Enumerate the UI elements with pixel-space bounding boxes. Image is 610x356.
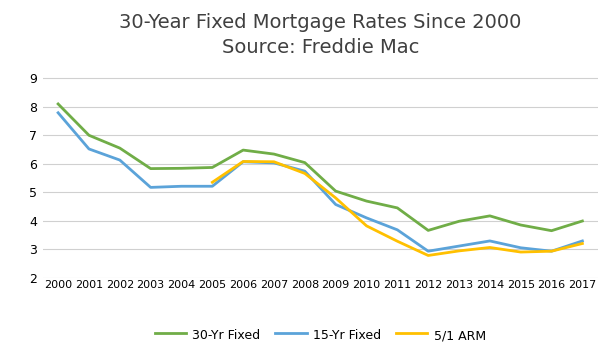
5/1 ARM — [425, 253, 432, 258]
5/1 ARM — [240, 159, 247, 164]
15-Yr Fixed — [363, 216, 370, 220]
30-Yr Fixed — [332, 189, 339, 193]
30-Yr Fixed — [240, 148, 247, 152]
5/1 ARM — [517, 250, 525, 254]
30-Yr Fixed — [54, 102, 62, 106]
Title: 30-Year Fixed Mortgage Rates Since 2000
Source: Freddie Mac: 30-Year Fixed Mortgage Rates Since 2000 … — [119, 13, 522, 57]
15-Yr Fixed — [332, 202, 339, 206]
5/1 ARM — [332, 196, 339, 200]
15-Yr Fixed — [425, 249, 432, 253]
Line: 15-Yr Fixed: 15-Yr Fixed — [58, 113, 583, 251]
30-Yr Fixed — [425, 228, 432, 232]
30-Yr Fixed — [393, 206, 401, 210]
30-Yr Fixed — [178, 166, 185, 171]
5/1 ARM — [363, 224, 370, 228]
15-Yr Fixed — [486, 239, 493, 243]
30-Yr Fixed — [85, 133, 93, 137]
15-Yr Fixed — [147, 185, 154, 189]
15-Yr Fixed — [116, 158, 123, 162]
30-Yr Fixed — [270, 152, 278, 156]
30-Yr Fixed — [363, 199, 370, 203]
30-Yr Fixed — [147, 167, 154, 171]
Line: 30-Yr Fixed: 30-Yr Fixed — [58, 104, 583, 231]
15-Yr Fixed — [54, 111, 62, 115]
15-Yr Fixed — [393, 228, 401, 232]
Line: 5/1 ARM: 5/1 ARM — [212, 162, 583, 256]
30-Yr Fixed — [301, 161, 309, 165]
Legend: 30-Yr Fixed, 15-Yr Fixed, 5/1 ARM: 30-Yr Fixed, 15-Yr Fixed, 5/1 ARM — [150, 323, 490, 347]
5/1 ARM — [579, 241, 586, 246]
30-Yr Fixed — [209, 165, 216, 169]
30-Yr Fixed — [486, 214, 493, 218]
15-Yr Fixed — [548, 249, 555, 253]
30-Yr Fixed — [517, 223, 525, 227]
15-Yr Fixed — [85, 147, 93, 151]
5/1 ARM — [393, 239, 401, 244]
15-Yr Fixed — [178, 184, 185, 188]
30-Yr Fixed — [548, 229, 555, 233]
5/1 ARM — [486, 245, 493, 250]
15-Yr Fixed — [270, 161, 278, 165]
5/1 ARM — [455, 249, 462, 253]
5/1 ARM — [209, 180, 216, 184]
15-Yr Fixed — [301, 169, 309, 173]
15-Yr Fixed — [209, 184, 216, 188]
30-Yr Fixed — [579, 219, 586, 223]
15-Yr Fixed — [517, 246, 525, 250]
30-Yr Fixed — [455, 219, 462, 224]
15-Yr Fixed — [455, 244, 462, 248]
30-Yr Fixed — [116, 146, 123, 150]
5/1 ARM — [301, 171, 309, 176]
5/1 ARM — [548, 249, 555, 253]
15-Yr Fixed — [579, 239, 586, 243]
5/1 ARM — [270, 159, 278, 164]
15-Yr Fixed — [240, 159, 247, 164]
